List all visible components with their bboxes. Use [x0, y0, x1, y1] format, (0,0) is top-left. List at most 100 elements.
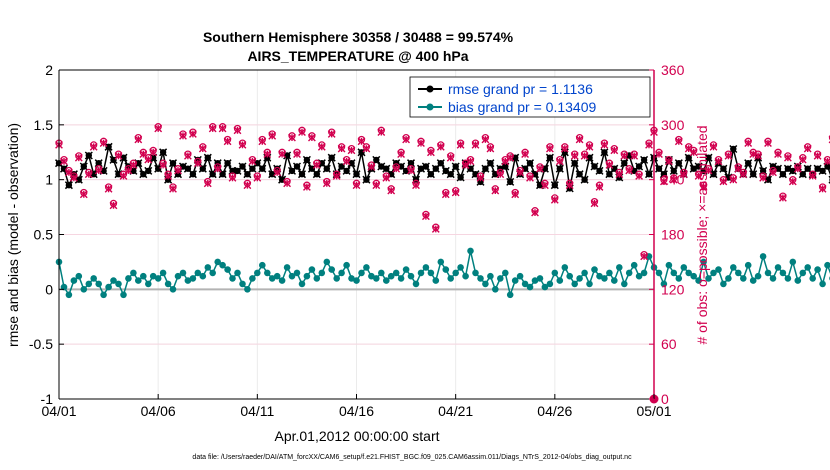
obs-assimilated-marker — [471, 141, 480, 149]
bias-marker — [685, 269, 692, 277]
obs-assimilated-marker — [541, 181, 549, 190]
bias-marker — [253, 269, 261, 277]
bias-marker — [293, 269, 301, 277]
rmse-x-marker — [84, 151, 93, 160]
y-right-tick-label: 0 — [661, 391, 669, 407]
rmse-x-marker — [704, 153, 713, 162]
obs-assimilated-marker — [189, 130, 197, 138]
bias-marker — [417, 269, 425, 277]
bias-marker — [249, 275, 256, 282]
bias-marker — [65, 291, 73, 299]
rmse-x-marker — [421, 162, 430, 171]
obs-assimilated-marker — [585, 142, 594, 151]
bias-marker — [556, 277, 564, 284]
obs-assimilated-marker — [412, 181, 420, 190]
bias-marker — [571, 280, 578, 288]
bias-marker — [581, 269, 588, 277]
bias-marker — [343, 261, 350, 269]
obs-assimilated-marker — [709, 142, 718, 151]
bias-marker — [566, 272, 573, 280]
obs-assimilated-marker — [94, 166, 103, 175]
bias-marker — [130, 269, 137, 277]
rmse-x-marker — [600, 148, 609, 157]
bias-marker — [705, 275, 712, 282]
obs-assimilated-marker — [218, 124, 227, 133]
rmse-x-marker — [312, 170, 321, 179]
bias-marker — [779, 269, 787, 277]
bias-marker — [487, 272, 494, 280]
bias-marker — [506, 291, 514, 299]
rmse-x-marker — [580, 175, 589, 184]
y-axis-left-label: rmse and bias (model - observation) — [5, 123, 21, 347]
obs-assimilated-marker — [248, 157, 257, 166]
bias-marker — [179, 269, 187, 277]
obs-assimilated-marker — [169, 184, 177, 193]
rmse-x-marker — [486, 159, 495, 168]
obs-assimilated-marker — [263, 150, 272, 158]
bias-marker — [135, 277, 142, 284]
bias-marker — [759, 253, 767, 260]
obs-assimilated-marker — [580, 152, 589, 160]
bias-marker — [402, 266, 410, 273]
bias-marker — [531, 277, 539, 284]
rmse-x-marker — [456, 173, 465, 182]
rmse-x-marker — [342, 166, 351, 175]
bias-marker — [492, 286, 499, 293]
bias-marker — [392, 269, 400, 277]
bias-marker — [387, 272, 395, 280]
obs-assimilated-marker — [342, 157, 351, 166]
obs-assimilated-marker — [620, 152, 629, 160]
rmse-x-marker — [640, 155, 649, 164]
bias-marker — [154, 275, 162, 282]
rmse-x-marker — [436, 159, 445, 168]
obs-assimilated-marker — [392, 164, 401, 173]
rmse-x-marker — [104, 142, 113, 151]
bias-marker — [809, 275, 816, 282]
bias-marker — [333, 275, 341, 282]
y-left-tick-label: 1.5 — [34, 117, 54, 133]
obs-assimilated-marker — [233, 126, 242, 135]
obs-assimilated-marker — [451, 188, 460, 197]
bias-marker — [209, 269, 216, 277]
rmse-x-marker — [292, 162, 302, 171]
obs-assimilated-marker — [655, 150, 663, 158]
y-right-tick-label: 120 — [661, 281, 685, 297]
bias-marker — [268, 275, 276, 282]
rmse-x-marker — [709, 170, 718, 179]
bias-marker — [174, 272, 182, 280]
bias-marker — [799, 269, 807, 277]
bias-marker — [516, 272, 524, 280]
bias-marker — [298, 280, 306, 288]
bias-marker — [715, 266, 722, 273]
obs-assimilated-marker — [546, 144, 554, 153]
obs-assimilated-marker — [481, 135, 490, 144]
obs-assimilated-marker — [149, 148, 158, 157]
obs-assimilated-marker — [625, 166, 634, 175]
obs-assimilated-marker — [605, 161, 614, 169]
obs-assimilated-marker — [327, 130, 336, 138]
obs-assimilated-marker — [590, 199, 599, 208]
obs-assimilated-marker — [134, 135, 143, 144]
bias-marker — [621, 280, 628, 288]
bias-marker — [700, 258, 707, 266]
obs-assimilated-marker — [610, 146, 619, 155]
rmse-x-marker — [659, 170, 668, 179]
rmse-x-marker — [64, 181, 73, 190]
y-axis-right-label: # of obs: o=possible; ×=assimilated — [694, 125, 710, 344]
bias-marker — [754, 272, 762, 280]
obs-assimilated-marker — [228, 173, 237, 182]
rmse-x-marker — [669, 166, 678, 175]
bias-marker — [412, 280, 420, 288]
obs-assimilated-marker — [417, 139, 425, 147]
obs-assimilated-marker — [476, 173, 485, 182]
rmse-x-marker — [297, 170, 307, 179]
bias-marker — [551, 269, 559, 277]
bias-marker — [303, 272, 311, 280]
rmse-x-marker — [144, 166, 153, 175]
bias-marker — [576, 275, 583, 282]
y-right-tick-label: 360 — [661, 62, 685, 78]
bias-marker — [744, 261, 752, 269]
obs-assimilated-marker — [308, 133, 316, 142]
rmse-x-marker — [635, 162, 644, 171]
bias-marker — [184, 277, 192, 284]
